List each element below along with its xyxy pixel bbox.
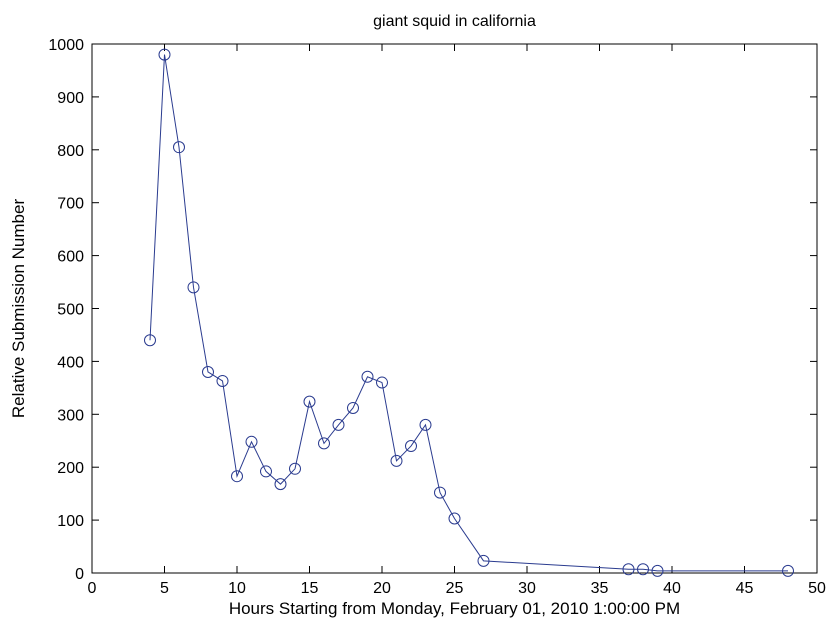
y-tick-label: 300 bbox=[57, 407, 84, 424]
data-point bbox=[216, 374, 229, 387]
data-point bbox=[187, 281, 200, 294]
x-tick-label: 25 bbox=[446, 580, 464, 597]
y-axis: 0 100 200 300 400 500 600 700 800 900 1000 bbox=[48, 37, 817, 583]
data-point bbox=[173, 141, 185, 154]
data-point bbox=[405, 440, 417, 453]
chart-title: giant squid in california bbox=[373, 13, 536, 30]
data-point bbox=[376, 376, 388, 389]
y-tick-label: 600 bbox=[57, 249, 84, 266]
data-point bbox=[448, 512, 461, 525]
data-point bbox=[477, 554, 490, 567]
data-point bbox=[144, 334, 156, 347]
y-tick-label: 0 bbox=[75, 566, 84, 583]
data-point bbox=[434, 486, 446, 499]
data-point bbox=[231, 470, 243, 483]
y-tick-label: 1000 bbox=[48, 37, 84, 54]
x-axis-label: Hours Starting from Monday, February 01,… bbox=[229, 599, 680, 618]
series-markers bbox=[144, 48, 794, 577]
data-point bbox=[332, 418, 345, 431]
data-point bbox=[361, 370, 374, 383]
x-tick-label: 5 bbox=[160, 580, 169, 597]
x-tick-label: 20 bbox=[373, 580, 391, 597]
data-point bbox=[245, 435, 258, 448]
plot-area bbox=[91, 43, 818, 574]
y-tick-label: 200 bbox=[57, 460, 84, 477]
data-point bbox=[274, 478, 287, 491]
data-point bbox=[390, 454, 403, 467]
x-tick-label: 40 bbox=[663, 580, 681, 597]
x-tick-label: 10 bbox=[228, 580, 246, 597]
y-tick-label: 700 bbox=[57, 196, 84, 213]
data-point bbox=[289, 462, 301, 475]
y-tick-label: 500 bbox=[57, 302, 84, 319]
x-tick-label: 0 bbox=[88, 580, 97, 597]
x-tick-label: 50 bbox=[808, 580, 826, 597]
y-tick-label: 100 bbox=[57, 513, 84, 530]
x-tick-label: 45 bbox=[736, 580, 754, 597]
x-tick-label: 30 bbox=[518, 580, 536, 597]
data-point bbox=[303, 395, 316, 408]
y-tick-label: 400 bbox=[57, 354, 84, 371]
data-point bbox=[260, 465, 272, 478]
y-axis-label: Relative Submission Number bbox=[9, 199, 28, 419]
data-point bbox=[622, 563, 635, 576]
y-tick-label: 800 bbox=[57, 143, 84, 160]
data-point bbox=[651, 564, 664, 577]
x-tick-label: 35 bbox=[591, 580, 609, 597]
data-point bbox=[318, 437, 330, 450]
y-tick-label: 900 bbox=[57, 90, 84, 107]
x-tick-label: 15 bbox=[301, 580, 319, 597]
x-axis: 0 5 10 15 20 25 30 35 40 45 50 bbox=[88, 44, 826, 597]
data-point bbox=[202, 365, 214, 378]
data-point bbox=[158, 48, 171, 61]
data-point bbox=[419, 418, 432, 431]
data-point bbox=[637, 563, 649, 576]
data-point bbox=[782, 564, 794, 577]
data-point bbox=[347, 401, 359, 414]
